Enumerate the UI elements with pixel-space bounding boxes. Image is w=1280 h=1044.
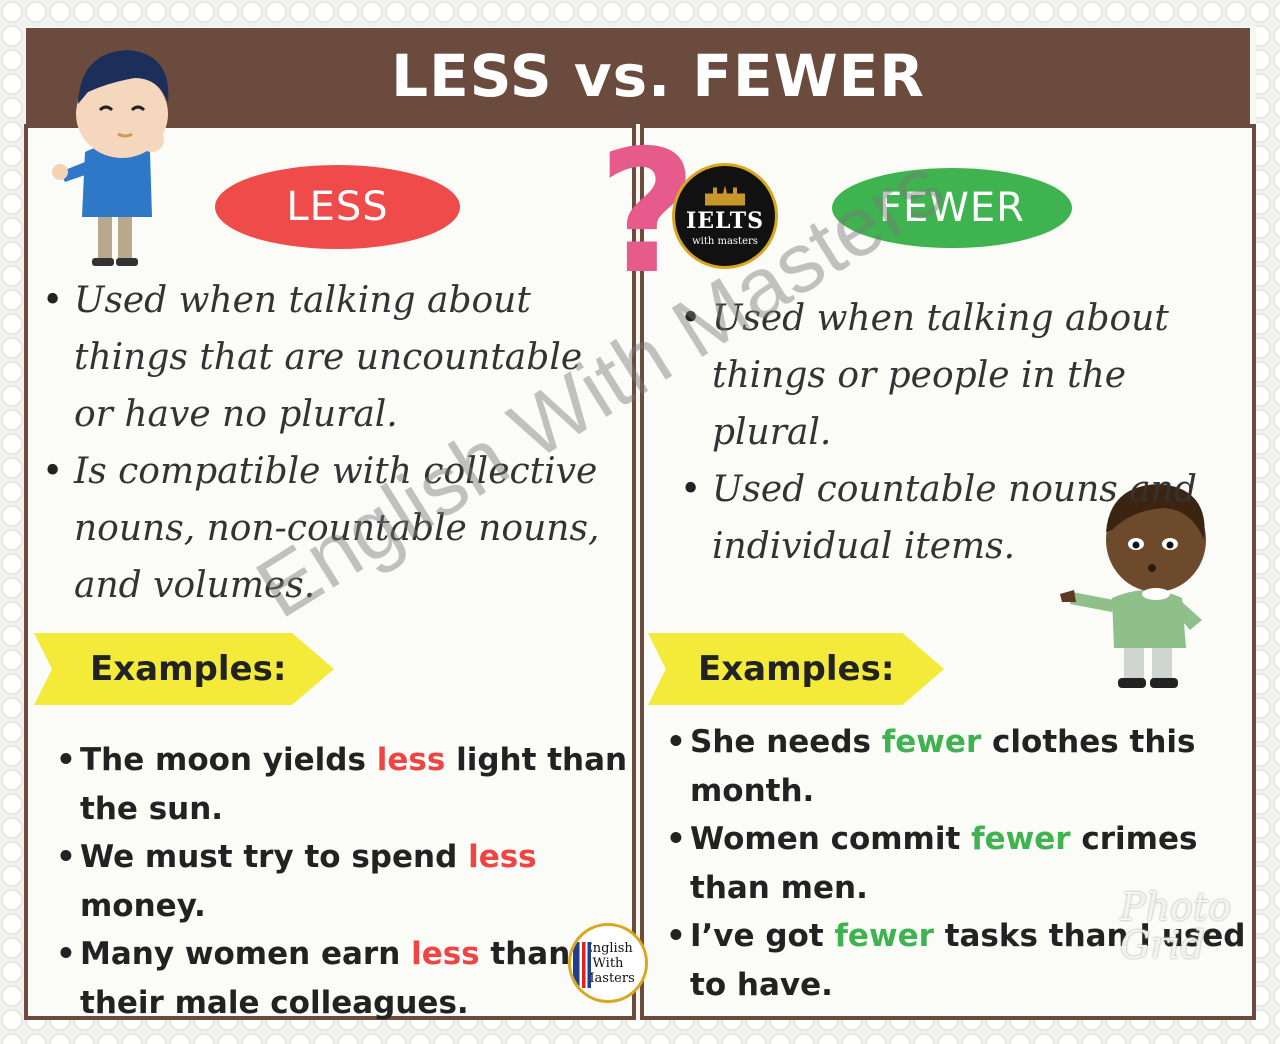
less-rule: Is compatible with collective nouns, non…	[42, 443, 622, 614]
less-rule: Used when talking about things that are …	[42, 272, 622, 443]
fewer-label-pill: FEWER	[832, 168, 1072, 248]
photogrid-watermark: Photo Grid	[1120, 888, 1231, 964]
fewer-rules-list: Used when talking about things or people…	[680, 290, 1220, 575]
uk-flag-icon	[573, 942, 591, 988]
less-examples-tag: Examples:	[34, 633, 334, 705]
fewer-examples-list: She needs fewer clothes this month. Wome…	[662, 718, 1252, 1009]
fewer-rule: Used when talking about things or people…	[680, 290, 1220, 461]
less-label-pill: LESS	[215, 165, 460, 249]
less-rules-list: Used when talking about things that are …	[42, 272, 622, 614]
less-examples-list: The moon yields less light than the sun.…	[52, 736, 632, 1027]
logo-line: English	[583, 940, 633, 956]
fewer-example: She needs fewer clothes this month.	[662, 718, 1252, 815]
fewer-example: I’ve got fewer tasks than I used to have…	[662, 912, 1252, 1009]
ielts-logo: IELTS with masters	[672, 163, 778, 269]
page-title: LESS vs. FEWER	[391, 42, 925, 110]
less-example: We must try to spend less money.	[52, 833, 632, 930]
thinking-boy-illustration	[52, 50, 169, 266]
ielts-logo-sub: with masters	[692, 235, 758, 247]
ielts-logo-name: IELTS	[686, 207, 764, 234]
logo-line: With	[592, 955, 624, 971]
less-example: The moon yields less light than the sun.	[52, 736, 632, 833]
logo-line: Masters	[581, 970, 635, 986]
title-bar: LESS vs. FEWER	[26, 28, 1250, 124]
english-with-masters-logo: English With Masters	[568, 923, 648, 1003]
less-example: Many women earn less than their male col…	[52, 930, 632, 1027]
building-icon	[705, 185, 745, 206]
photogrid-line: Grid	[1120, 923, 1205, 967]
fewer-examples-tag: Examples:	[648, 633, 944, 705]
photogrid-line: Photo	[1120, 885, 1232, 929]
fewer-example: Women commit fewer crimes than men.	[662, 815, 1252, 912]
fewer-rule: Used countable nouns and individual item…	[680, 461, 1220, 575]
